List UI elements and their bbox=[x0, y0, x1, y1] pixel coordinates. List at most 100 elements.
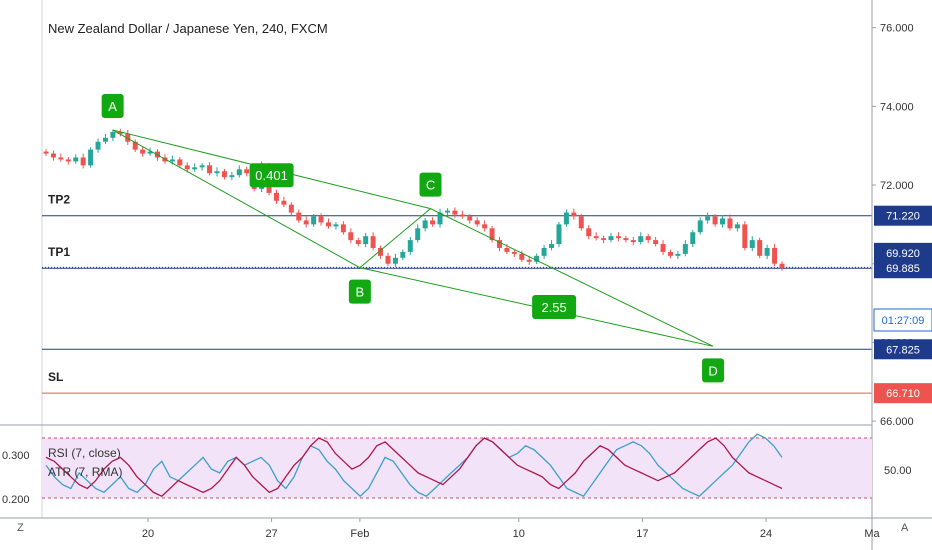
candle-body bbox=[541, 247, 547, 256]
time-tick-label: Ma bbox=[864, 528, 880, 540]
price-tick-label: 72.000 bbox=[880, 180, 914, 192]
candle-body bbox=[80, 157, 86, 166]
pattern-point-badge bbox=[101, 93, 124, 118]
candle-body bbox=[586, 228, 592, 237]
price-tick-label: 66.000 bbox=[880, 416, 914, 428]
candle-body bbox=[132, 141, 138, 150]
candle-body bbox=[519, 253, 525, 260]
price-axis[interactable]: 76.00074.00072.00070.00068.00066.00071.2… bbox=[871, 0, 932, 550]
time-tick-label: Feb bbox=[350, 528, 369, 540]
candle-body bbox=[184, 165, 190, 170]
candle-body bbox=[742, 224, 748, 248]
candle-body bbox=[311, 216, 317, 225]
level-price-tag bbox=[874, 205, 932, 226]
level-price-label: 69.885 bbox=[886, 263, 920, 275]
candle-body bbox=[407, 240, 413, 252]
candle-body bbox=[623, 238, 629, 241]
candle-body bbox=[467, 216, 473, 221]
candle-body bbox=[117, 131, 123, 134]
indicator-left-tick-label: 0.200 bbox=[2, 494, 30, 506]
candle-body bbox=[95, 141, 101, 150]
pattern-ratio-label: 0.401 bbox=[255, 168, 288, 183]
candle-body bbox=[601, 238, 607, 241]
pattern-ratio-label: 2.55 bbox=[541, 300, 566, 315]
candle-body bbox=[169, 159, 175, 162]
candle-body bbox=[563, 212, 569, 225]
pattern-leg bbox=[359, 208, 431, 269]
candle-body bbox=[489, 228, 495, 241]
candle-body bbox=[288, 204, 294, 213]
time-tick-label: 17 bbox=[636, 528, 648, 540]
candle-body bbox=[221, 171, 227, 178]
candle-body bbox=[422, 220, 428, 229]
candle-body bbox=[571, 212, 577, 217]
candle-body bbox=[378, 247, 384, 256]
pattern-leg bbox=[112, 129, 361, 269]
candle-body bbox=[660, 244, 666, 252]
level-lines: TP2 TP1 SL bbox=[42, 193, 872, 394]
candle-body bbox=[734, 224, 740, 229]
candle-body bbox=[511, 251, 517, 254]
indicator-left-tick-label: 0.300 bbox=[2, 450, 30, 462]
candle-body bbox=[667, 251, 673, 256]
candle-body bbox=[549, 244, 555, 248]
candle-body bbox=[712, 216, 718, 225]
price-tick-label: 76.000 bbox=[880, 23, 914, 35]
candle-body bbox=[303, 220, 309, 225]
time-axis[interactable]: 20 27 Feb 10 17 24 Ma bbox=[142, 518, 881, 540]
indicator-series-line bbox=[45, 437, 783, 497]
level-price-label: 67.825 bbox=[886, 344, 920, 356]
candle-body bbox=[50, 153, 56, 158]
candle-body bbox=[177, 159, 183, 166]
candle-body bbox=[400, 251, 406, 258]
candle-body bbox=[757, 240, 763, 256]
candle-body bbox=[764, 247, 770, 256]
candle-body bbox=[348, 232, 354, 241]
pattern-ratio-badge bbox=[249, 163, 294, 188]
left-corner-button[interactable]: Z bbox=[17, 522, 24, 534]
indicator-right-tick-label: 50.00 bbox=[884, 465, 912, 477]
candle-body bbox=[705, 216, 711, 221]
candle-body bbox=[452, 210, 458, 215]
candle-body bbox=[430, 220, 436, 225]
candle-body bbox=[638, 236, 644, 243]
candle-body bbox=[385, 255, 391, 264]
candle-body bbox=[608, 236, 614, 241]
candle-body bbox=[772, 247, 778, 264]
candle-body bbox=[645, 236, 651, 241]
grid-layer bbox=[0, 0, 932, 519]
candle-body bbox=[88, 149, 94, 166]
candle-body bbox=[459, 214, 465, 217]
candle-body bbox=[214, 171, 220, 174]
auto-scale-button[interactable]: A bbox=[901, 522, 909, 534]
candle-body bbox=[281, 200, 287, 205]
candle-body bbox=[697, 220, 703, 233]
level-name: TP2 bbox=[48, 193, 70, 207]
time-tick-label: 20 bbox=[142, 528, 154, 540]
level-name: SL bbox=[48, 370, 63, 384]
candle-body bbox=[556, 224, 562, 245]
indicator-legend-label: ATR (7, RMA) bbox=[48, 465, 122, 479]
level-price-label: 71.220 bbox=[886, 211, 920, 223]
chart-title: New Zealand Dollar / Japanese Yen, 240, … bbox=[48, 21, 328, 36]
current-price-label: 69.920 bbox=[886, 248, 920, 260]
candle-body bbox=[58, 157, 64, 160]
indicator-legend-label: RSI (7, close) bbox=[48, 446, 121, 460]
candle-body bbox=[444, 210, 450, 213]
indicator-series-line bbox=[45, 433, 783, 498]
price-tick-label: 74.000 bbox=[880, 101, 914, 113]
pattern-point-label: A bbox=[108, 99, 117, 114]
candle-body bbox=[779, 263, 785, 268]
candle-body bbox=[102, 137, 108, 142]
candle-body bbox=[437, 212, 443, 225]
candle-body bbox=[363, 236, 369, 245]
candle-body bbox=[593, 236, 599, 239]
level-name: TP1 bbox=[48, 245, 70, 259]
harmonic-pattern: A B C D 0.401 2.55 bbox=[101, 93, 725, 383]
candle-body bbox=[333, 224, 339, 227]
candle-body bbox=[482, 224, 488, 229]
pattern-point-badge bbox=[702, 358, 725, 383]
candle-body bbox=[199, 165, 205, 168]
candle-body bbox=[727, 218, 733, 229]
